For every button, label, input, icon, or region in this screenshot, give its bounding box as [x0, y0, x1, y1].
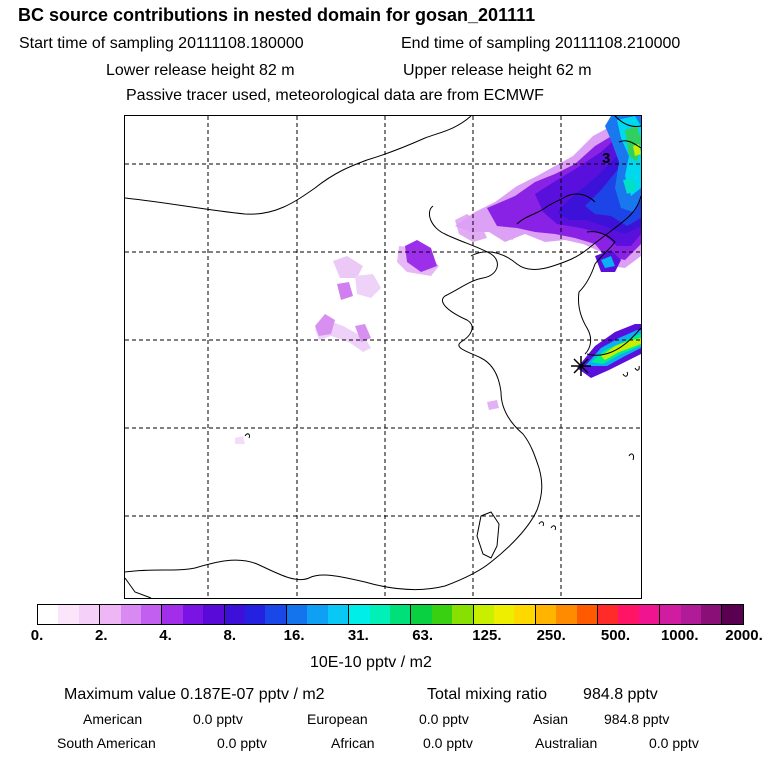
colorbar-tick-label: 1000.: [660, 627, 699, 644]
colorbar-segment: [161, 605, 183, 624]
colorbar-segment: [638, 605, 660, 624]
colorbar-segment: [389, 605, 411, 624]
colorbar-segment: [618, 605, 639, 624]
region-value: 0.0 pptv: [649, 735, 699, 751]
region-name: African: [331, 735, 375, 751]
concentration-field: [235, 116, 641, 444]
colorbar-segment: [58, 605, 79, 624]
region-name: American: [83, 711, 143, 727]
lower-release-height: Lower release height 82 m: [106, 62, 295, 79]
colorbar-segment: [431, 605, 453, 624]
region-value: 984.8 pptv: [604, 711, 670, 727]
colorbar: [37, 604, 744, 625]
map-panel: 3: [124, 115, 642, 599]
colorbar-segment: [534, 605, 557, 624]
region-value: 0.0 pptv: [423, 735, 473, 751]
maximum-value: Maximum value 0.187E-07 pptv / m2: [64, 686, 325, 703]
colorbar-segment: [369, 605, 390, 624]
region-name: South American: [57, 735, 156, 751]
colorbar-segment: [285, 605, 308, 624]
colorbar-segment: [701, 605, 722, 624]
colorbar-segment: [659, 605, 681, 624]
colorbar-segment: [576, 605, 597, 624]
colorbar-tick-label: 8.: [223, 627, 237, 644]
colorbar-segment: [493, 605, 515, 624]
colorbar-segment: [141, 605, 162, 624]
region-name: Australian: [535, 735, 598, 751]
colorbar-tick-label: 63.: [412, 627, 434, 644]
total-mixing-ratio: Total mixing ratio 984.8 pptv: [427, 686, 658, 704]
colorbar-segment: [556, 605, 577, 624]
plot-title: BC source contributions in nested domain…: [18, 5, 536, 25]
colorbar-tick-label: 250.: [536, 627, 566, 644]
sampling-start-time: Start time of sampling 20111108.180000: [19, 35, 304, 52]
upper-release-height: Upper release height 62 m: [403, 62, 592, 79]
region-value: 0.0 pptv: [419, 711, 469, 727]
region-name: Asian: [533, 711, 569, 727]
colorbar-segment: [78, 605, 100, 624]
colorbar-segment: [410, 605, 432, 624]
colorbar-segment: [223, 605, 246, 624]
colorbar-segment: [680, 605, 701, 624]
colorbar-segment: [472, 605, 494, 624]
region-value: 0.0 pptv: [193, 711, 243, 727]
colorbar-tick-label: 0.: [30, 627, 44, 644]
map-canvas: 3: [125, 116, 641, 598]
total-value: 984.8 pptv: [583, 686, 658, 703]
coastlines: [125, 116, 641, 598]
total-label: Total mixing ratio: [427, 686, 548, 703]
colorbar-tick-label: 31.: [347, 627, 369, 644]
region-value: 0.0 pptv: [217, 735, 267, 751]
colorbar-segment: [182, 605, 204, 624]
colorbar-segment: [721, 605, 743, 624]
colorbar-segment: [327, 605, 349, 624]
colorbar-segment: [452, 605, 473, 624]
colorbar-tick-label: 2000.: [725, 627, 763, 644]
colorbar-tick-label: 4.: [159, 627, 172, 644]
contour-label: 3: [602, 150, 610, 167]
region-name: European: [307, 711, 368, 727]
colorbar-segment: [120, 605, 142, 624]
sampling-end-time: End time of sampling 20111108.210000: [401, 35, 681, 52]
colorbar-segment: [203, 605, 224, 624]
graticule: [125, 116, 641, 598]
colorbar-segment: [514, 605, 535, 624]
colorbar-segment: [596, 605, 619, 624]
colorbar-segment: [307, 605, 328, 624]
colorbar-segment: [265, 605, 286, 624]
colorbar-unit: 10E-10 pptv / m2: [310, 654, 432, 671]
colorbar-tick-label: 125.: [472, 627, 502, 644]
colorbar-segment: [245, 605, 266, 624]
colorbar-tick-label: 16.: [283, 627, 305, 644]
colorbar-tick-label: 2.: [95, 627, 108, 644]
colorbar-segment: [348, 605, 370, 624]
colorbar-segment: [99, 605, 121, 624]
colorbar-tick-label: 500.: [600, 627, 631, 644]
colorbar-segment: [38, 605, 59, 624]
release-site-marker: [571, 356, 591, 376]
tracer-note: Passive tracer used, meteorological data…: [126, 87, 544, 104]
